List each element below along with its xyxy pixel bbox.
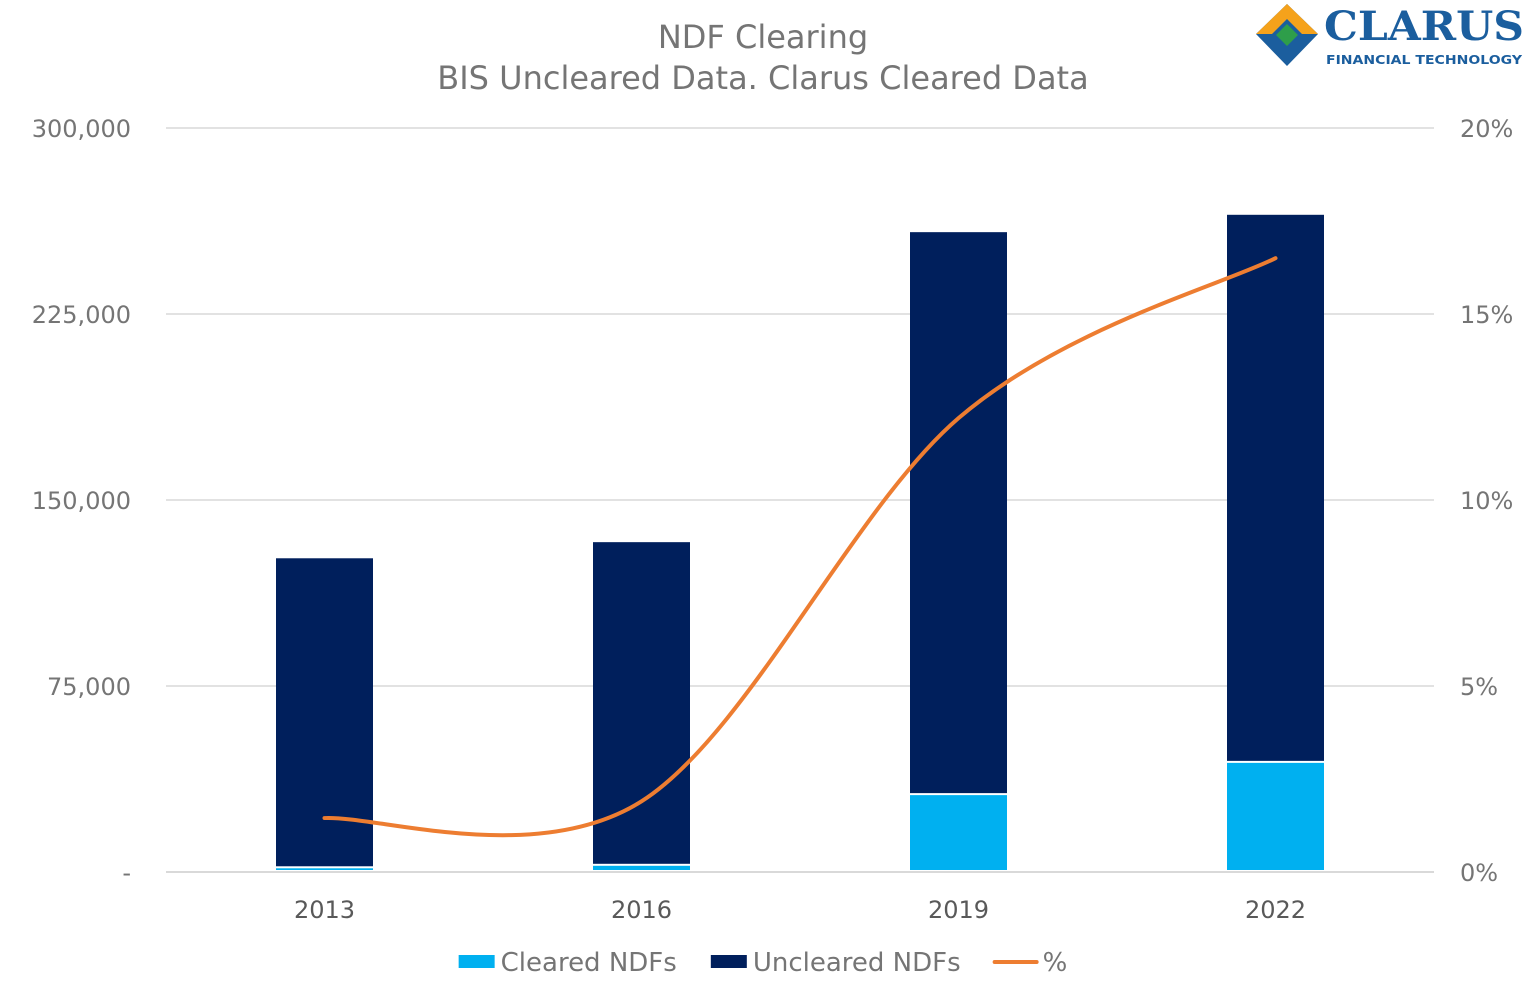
bar-cleared-ndfs-2019	[910, 795, 1007, 870]
legend-swatch	[710, 955, 747, 968]
line-series	[322, 256, 1278, 838]
bar-uncleared-ndfs-2013	[276, 558, 373, 867]
bar-cleared-ndfs-2016	[593, 865, 690, 870]
bar-cleared-ndfs-2013	[276, 868, 373, 870]
legend-swatch	[458, 955, 495, 968]
x-tick-label: 2013	[294, 896, 355, 924]
y-left-tick-label: -	[122, 859, 131, 887]
logo-diamond-top-icon	[1256, 4, 1318, 34]
y-right-tick-label: 10%	[1460, 487, 1513, 515]
legend-label: Cleared NDFs	[501, 948, 677, 978]
axes: - 75,000 150,000 225,000 300,000 0% 5% 10% 15% 20…	[32, 115, 1514, 924]
x-tick-label: 2019	[928, 896, 989, 924]
bar-uncleared-ndfs-2022	[1227, 214, 1324, 761]
x-tick-label: 2016	[611, 896, 672, 924]
clarus-logo: CLARUS FINANCIAL TECHNOLOGY	[1256, 3, 1524, 67]
grid	[166, 127, 1434, 873]
legend-item: %	[992, 948, 1068, 978]
y-left-tick-label: 150,000	[32, 487, 131, 515]
bars	[276, 214, 1324, 870]
chart-subtitle: BIS Uncleared Data. Clarus Cleared Data	[437, 59, 1088, 97]
y-right-tick-label: 15%	[1460, 301, 1513, 329]
legend-item: Cleared NDFs	[458, 948, 677, 978]
chart-title: NDF Clearing	[658, 18, 868, 56]
logo-name: CLARUS	[1324, 3, 1524, 50]
x-tick-label: 2022	[1245, 896, 1306, 924]
y-right-tick-label: 5%	[1460, 673, 1498, 701]
y-right-tick-label: 0%	[1460, 859, 1498, 887]
y-left-tick-label: 75,000	[47, 673, 131, 701]
y-left-tick-label: 225,000	[32, 301, 131, 329]
legend-label: %	[1043, 948, 1068, 978]
logo-tagline: FINANCIAL TECHNOLOGY	[1326, 53, 1522, 67]
legend: Cleared NDFs Uncleared NDFs%	[458, 948, 1068, 978]
legend-label: Uncleared NDFs	[753, 948, 961, 978]
bar-uncleared-ndfs-2016	[593, 542, 690, 864]
y-right-tick-label: 20%	[1460, 115, 1513, 143]
logo-diamond-center-icon	[1276, 24, 1298, 46]
bar-cleared-ndfs-2022	[1227, 762, 1324, 870]
y-left-tick-label: 300,000	[32, 115, 131, 143]
line-percent	[322, 256, 1278, 838]
bar-uncleared-ndfs-2019	[910, 232, 1007, 794]
legend-item: Uncleared NDFs	[710, 948, 961, 978]
